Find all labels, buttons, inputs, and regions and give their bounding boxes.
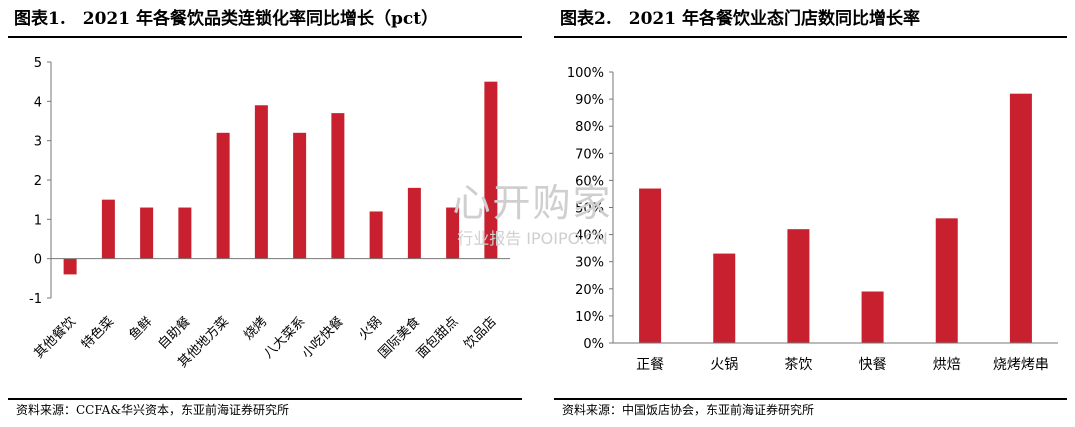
- right-chart-category-label: 火锅: [710, 357, 738, 373]
- left-chart-y-tick-label: 1: [34, 213, 42, 228]
- left-chart-y-tick-label: 0: [34, 253, 42, 268]
- left-chart-bar: [101, 199, 115, 259]
- chart-panel-right: 图表2. 2021 年各餐饮业态门店数同比增长率 100% 90% 80% 70% 60…: [546, 0, 1075, 427]
- right-chart-category-label: 烧烤烤串: [993, 357, 1049, 373]
- right-chart-bar: [861, 291, 884, 343]
- left-chart-category-label: 小吃快餐: [299, 314, 347, 362]
- source-rule-left: [8, 398, 522, 400]
- left-chart-category-label: 特色菜: [78, 314, 117, 353]
- left-chart-y-tick-label: 3: [34, 135, 42, 150]
- right-chart-y-tick-label: 50%: [575, 202, 604, 217]
- left-chart-category-label: 八大菜系: [261, 314, 308, 361]
- chart-title-left: 图表1. 2021 年各餐饮品类连锁化率同比增长（pct）: [14, 9, 439, 29]
- title-rule-right: [554, 36, 1067, 38]
- left-chart-bar: [293, 132, 307, 259]
- right-chart-y-tick-label: 80%: [575, 120, 604, 135]
- left-chart-bar: [369, 211, 383, 259]
- right-chart-bar: [1009, 93, 1032, 344]
- left-chart-bar: [407, 187, 421, 259]
- left-chart-y-tick-label: 5: [34, 56, 42, 71]
- left-chart-category-label: 鱼鲜: [126, 314, 156, 344]
- left-chart-bar: [331, 113, 345, 259]
- bar-chart-right: 100% 90% 80% 70% 60% 50% 40% 30% 20% 10% 0% 正餐 火锅 茶饮 快…: [567, 66, 1058, 373]
- right-chart-y-tick-label: 10%: [575, 310, 604, 325]
- right-chart-category-label: 烘焙: [933, 357, 961, 373]
- right-chart-y-tick-label: 60%: [575, 174, 604, 189]
- right-chart-bar: [713, 253, 736, 343]
- right-chart-y-tick-label: 30%: [575, 256, 604, 271]
- right-chart-category-label: 茶饮: [784, 357, 812, 373]
- source-note-left: 资料来源：CCFA&华兴资本，东亚前海证券研究所: [16, 403, 289, 417]
- right-chart-y-tick-label: 20%: [575, 283, 604, 298]
- right-chart-bar: [639, 188, 662, 343]
- left-chart-bar: [63, 258, 77, 275]
- chart-panel-left: 图表1. 2021 年各餐饮品类连锁化率同比增长（pct） 5 4 3 2 1 0 -1 其他…: [0, 0, 530, 427]
- left-chart-category-label: 面包甜点: [413, 314, 461, 362]
- chart-title-right: 图表2. 2021 年各餐饮业态门店数同比增长率: [560, 9, 920, 29]
- right-chart-bar: [935, 218, 958, 343]
- right-chart-category-label: 快餐: [859, 357, 887, 373]
- source-note-right: 资料来源：中国饭店协会，东亚前海证券研究所: [562, 403, 815, 417]
- left-chart-y-tick-label: -1: [29, 292, 42, 307]
- right-chart-category-label: 正餐: [636, 357, 664, 373]
- left-chart-bar: [254, 105, 268, 259]
- left-chart-bar: [446, 207, 460, 259]
- left-chart-category-label: 国际美食: [375, 314, 423, 362]
- source-rule-right: [554, 398, 1067, 400]
- right-chart-bar: [787, 229, 810, 343]
- title-rule-left: [8, 36, 522, 38]
- left-chart-category-label: 烧烤: [241, 314, 270, 343]
- left-chart-y-tick-label: 2: [34, 174, 42, 189]
- right-chart-y-tick-label: 70%: [575, 147, 604, 162]
- left-chart-y-tick-label: 4: [34, 95, 42, 110]
- left-chart-category-label: 其他餐饮: [31, 314, 79, 362]
- right-chart-y-tick-label: 100%: [567, 66, 604, 81]
- left-chart-category-label: 火锅: [355, 314, 385, 344]
- right-chart-y-tick-label: 90%: [575, 93, 604, 108]
- right-chart-y-tick-label: 0%: [583, 337, 604, 352]
- left-chart-bar: [140, 207, 154, 259]
- left-chart-category-label: 饮品店: [462, 314, 500, 352]
- right-chart-y-tick-label: 40%: [575, 229, 604, 244]
- left-chart-bar: [178, 207, 192, 259]
- left-chart-bar: [484, 81, 498, 259]
- left-chart-bar: [216, 132, 230, 259]
